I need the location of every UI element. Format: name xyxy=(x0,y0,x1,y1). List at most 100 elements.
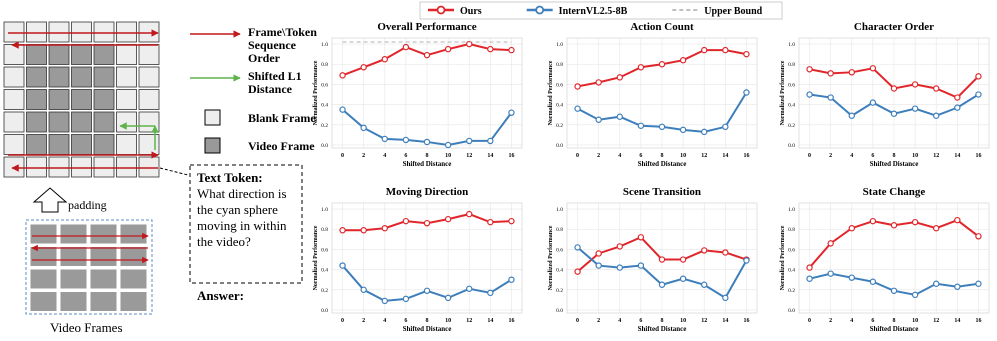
y-tick-label: 0.4 xyxy=(321,268,328,274)
video-frame xyxy=(48,44,70,65)
point xyxy=(890,222,898,229)
point xyxy=(616,243,623,250)
plot-frame xyxy=(331,202,523,314)
x-tick-label: 0 xyxy=(576,153,579,159)
y-tick-label: 0.2 xyxy=(788,288,795,294)
y-axis-label: Normalized Performance xyxy=(780,60,786,125)
point xyxy=(339,106,346,113)
point xyxy=(743,50,750,58)
x-axis-label: Shifted Distance xyxy=(403,160,452,168)
point xyxy=(508,109,515,116)
x-tick-label: 4 xyxy=(383,153,386,159)
video-frame xyxy=(26,44,47,65)
point xyxy=(806,275,813,282)
point xyxy=(423,287,431,294)
x-tick-label: 14 xyxy=(954,318,960,324)
x-tick-label: 8 xyxy=(426,153,429,159)
y-tick-label: 0.0 xyxy=(788,143,795,149)
point xyxy=(423,138,431,146)
point xyxy=(658,123,666,131)
chart-title: Action Count xyxy=(630,21,694,33)
x-tick-label: 8 xyxy=(426,318,429,324)
chart-title: Overall Performance xyxy=(377,21,476,33)
y-tick-label: 0.8 xyxy=(788,227,795,233)
x-tick-label: 16 xyxy=(508,153,514,159)
x-tick-label: 6 xyxy=(871,318,874,324)
video-frame xyxy=(119,291,148,312)
point xyxy=(444,45,452,53)
video-frame xyxy=(71,89,92,110)
text-token-title: Text Token: xyxy=(197,170,263,185)
x-tick-label: 2 xyxy=(829,153,832,159)
y-tick-label: 0.2 xyxy=(556,288,563,294)
point xyxy=(911,81,919,88)
point xyxy=(679,256,687,263)
y-tick-label: 0.6 xyxy=(321,247,328,253)
x-tick-label: 14 xyxy=(722,153,728,159)
video-frame xyxy=(71,111,92,133)
video-frame xyxy=(59,223,88,245)
legend-marker xyxy=(535,5,545,15)
x-tick-label: 16 xyxy=(975,153,981,159)
point xyxy=(975,233,982,240)
point xyxy=(444,141,452,149)
x-tick-label: 16 xyxy=(508,318,514,324)
point xyxy=(423,219,431,227)
text-token-box xyxy=(189,164,303,284)
x-tick-label: 16 xyxy=(743,318,749,324)
x-tick-label: 16 xyxy=(743,153,749,159)
point xyxy=(574,105,581,112)
blank-frame xyxy=(3,66,25,88)
blank-frame xyxy=(3,89,25,110)
blank-frame xyxy=(71,156,92,178)
x-tick-label: 6 xyxy=(404,153,407,159)
point xyxy=(339,72,346,79)
y-tick-label: 0.2 xyxy=(321,123,328,129)
point xyxy=(423,51,431,59)
point xyxy=(933,85,940,92)
point xyxy=(827,70,834,77)
blank-frame xyxy=(3,111,25,133)
blank-frame xyxy=(93,21,115,43)
plot-frame xyxy=(331,37,523,149)
video-frame xyxy=(119,268,148,290)
video-frame xyxy=(29,223,58,245)
blank-frame xyxy=(138,156,160,178)
point xyxy=(954,283,961,290)
blank-frame xyxy=(26,21,47,43)
point xyxy=(848,112,855,119)
x-tick-label: 4 xyxy=(850,318,853,324)
video-frame xyxy=(119,246,148,267)
point xyxy=(339,227,346,234)
blank-frame xyxy=(116,66,137,88)
blank-frame-icon xyxy=(204,109,221,126)
point xyxy=(679,126,687,134)
point xyxy=(360,286,367,293)
point xyxy=(890,287,898,294)
point xyxy=(975,91,982,98)
point xyxy=(679,57,687,64)
x-tick-label: 0 xyxy=(808,318,811,324)
x-tick-label: 12 xyxy=(701,318,707,324)
point xyxy=(637,234,645,241)
point xyxy=(487,218,494,226)
point xyxy=(933,280,940,287)
point xyxy=(466,285,473,292)
point xyxy=(806,91,813,98)
blank-frame xyxy=(3,44,25,65)
y-tick-label: 1.0 xyxy=(788,207,795,213)
blank-frame xyxy=(93,156,115,178)
plot-frame xyxy=(798,37,990,149)
legend-box xyxy=(419,1,783,20)
video-frame xyxy=(59,246,88,267)
x-tick-label: 6 xyxy=(639,318,642,324)
plot-frame xyxy=(566,202,758,314)
point xyxy=(890,85,898,92)
y-tick-label: 0.6 xyxy=(321,82,328,88)
x-tick-label: 0 xyxy=(808,153,811,159)
point xyxy=(975,280,982,287)
y-tick-label: 0.8 xyxy=(556,227,563,233)
blank-frame xyxy=(3,156,25,178)
